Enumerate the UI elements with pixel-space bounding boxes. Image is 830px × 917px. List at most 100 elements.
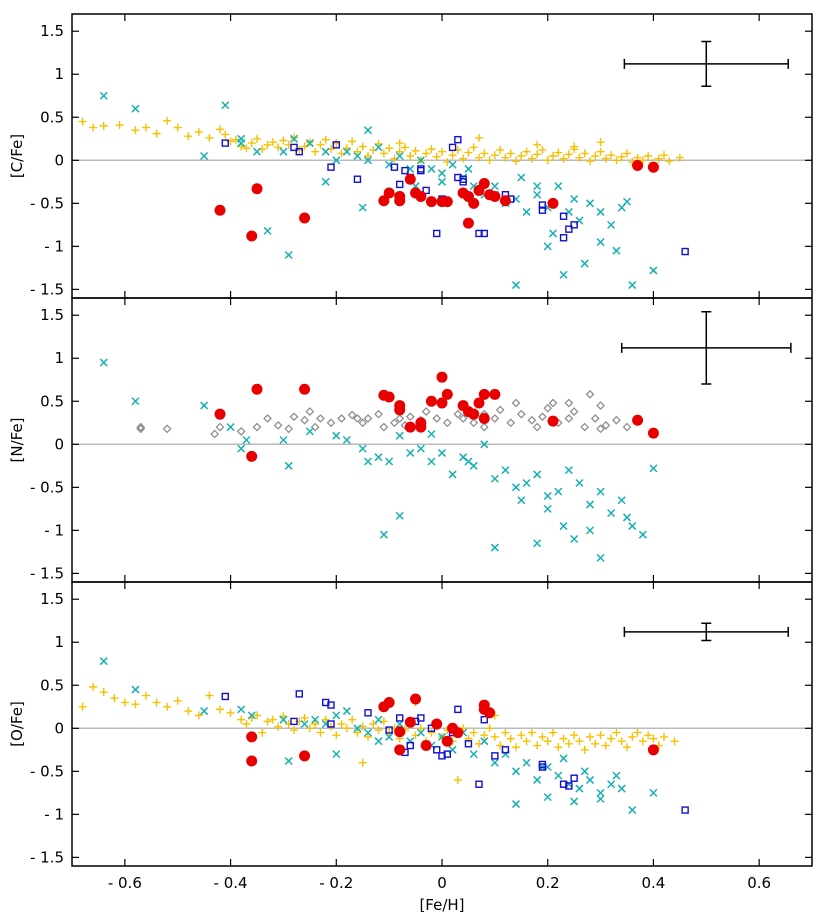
data-point-plus <box>644 731 653 740</box>
data-point-diamond <box>252 422 262 432</box>
data-point-cross <box>596 487 605 496</box>
data-point-plus <box>385 144 394 153</box>
series-diamond <box>136 389 632 439</box>
data-point-cross <box>638 530 647 539</box>
y-tick-label: 0.5 <box>40 676 64 694</box>
data-point-plus <box>438 147 446 156</box>
data-point-cross <box>416 728 425 737</box>
data-point-square <box>681 806 689 814</box>
x-tick-label: - 0.2 <box>319 874 353 892</box>
data-point-cross <box>617 784 626 793</box>
data-point-cross <box>395 151 404 161</box>
series-cross <box>99 91 658 290</box>
data-point-diamond <box>305 407 315 417</box>
data-point-circle <box>404 173 416 185</box>
data-point-plus <box>665 157 674 166</box>
data-point-circle <box>468 408 480 420</box>
y-tick-label: 1.5 <box>40 306 64 324</box>
data-point-cross <box>363 126 373 135</box>
data-point-cross <box>448 470 457 479</box>
data-point-cross <box>464 457 473 466</box>
data-point-circle <box>299 383 311 395</box>
data-point-circle <box>436 371 448 383</box>
data-point-plus <box>173 123 182 132</box>
data-point-plus <box>448 151 457 160</box>
data-point-cross <box>99 358 108 367</box>
y-axis-label: [O/Fe] <box>8 701 26 747</box>
data-point-square <box>538 763 547 771</box>
data-point-circle <box>632 159 644 171</box>
data-point-plus <box>601 154 610 163</box>
data-point-circle <box>441 735 453 747</box>
y-tick-label: 1 <box>54 349 64 367</box>
data-point-circle <box>499 195 511 207</box>
data-point-plus <box>110 694 119 703</box>
data-point-cross <box>237 134 246 143</box>
data-point-square <box>396 180 404 189</box>
data-point-diamond <box>538 412 547 422</box>
data-point-cross <box>570 194 579 204</box>
data-point-diamond <box>337 414 346 423</box>
data-point-cross <box>406 448 415 457</box>
data-point-cross <box>628 281 637 290</box>
data-point-plus <box>506 149 515 158</box>
data-point-cross <box>533 190 542 199</box>
data-point-diamond <box>612 415 621 425</box>
data-point-diamond <box>548 398 558 408</box>
data-point-cross <box>575 784 584 793</box>
data-point-square <box>538 206 547 214</box>
data-point-diamond <box>374 409 383 419</box>
data-point-plus <box>99 688 108 697</box>
data-point-diamond <box>495 405 505 415</box>
data-point-plus <box>99 121 108 130</box>
x-tick-label: 0.6 <box>747 874 771 892</box>
data-point-cross <box>358 444 367 453</box>
data-point-diamond <box>284 424 294 434</box>
data-point-circle <box>246 731 258 743</box>
data-point-cross <box>332 431 341 440</box>
data-point-cross <box>200 401 209 410</box>
y-tick-label: - 0.5 <box>30 478 64 496</box>
data-point-diamond <box>347 410 357 420</box>
data-point-diamond <box>358 418 368 428</box>
data-point-plus <box>411 146 420 155</box>
data-point-cross <box>363 457 373 466</box>
data-point-circle <box>462 217 474 229</box>
data-point-cross <box>617 496 626 505</box>
data-point-cross <box>543 793 552 802</box>
data-point-plus <box>543 156 552 165</box>
data-point-plus <box>517 152 526 160</box>
data-point-cross <box>469 750 478 759</box>
data-point-cross <box>363 156 373 165</box>
data-point-diamond <box>564 414 574 423</box>
data-point-diamond <box>210 429 220 439</box>
data-point-plus <box>638 737 647 746</box>
y-tick-label: - 1 <box>44 237 64 255</box>
data-point-cross <box>379 530 388 539</box>
data-point-plus <box>253 134 261 143</box>
data-point-plus <box>432 152 441 161</box>
data-point-cross <box>321 177 330 186</box>
data-point-square <box>480 715 488 724</box>
data-point-plus <box>538 732 547 741</box>
data-point-circle <box>632 414 644 426</box>
data-point-circle <box>484 707 496 719</box>
y-tick-label: 1.5 <box>40 22 64 40</box>
series-circle <box>246 693 659 767</box>
x-tick-label: - 0.6 <box>108 874 142 892</box>
data-point-plus <box>237 715 246 724</box>
data-point-plus <box>242 720 251 728</box>
data-point-square <box>353 175 362 183</box>
error-bar <box>623 40 789 88</box>
data-point-square <box>290 717 298 726</box>
data-point-plus <box>316 728 325 737</box>
data-point-circle <box>441 196 453 208</box>
data-point-cross <box>622 197 632 206</box>
data-point-plus <box>316 140 325 149</box>
data-point-cross <box>480 440 489 449</box>
data-point-square <box>448 143 457 152</box>
data-point-plus <box>607 734 616 743</box>
data-point-diamond <box>379 422 389 432</box>
data-point-plus <box>522 147 531 156</box>
